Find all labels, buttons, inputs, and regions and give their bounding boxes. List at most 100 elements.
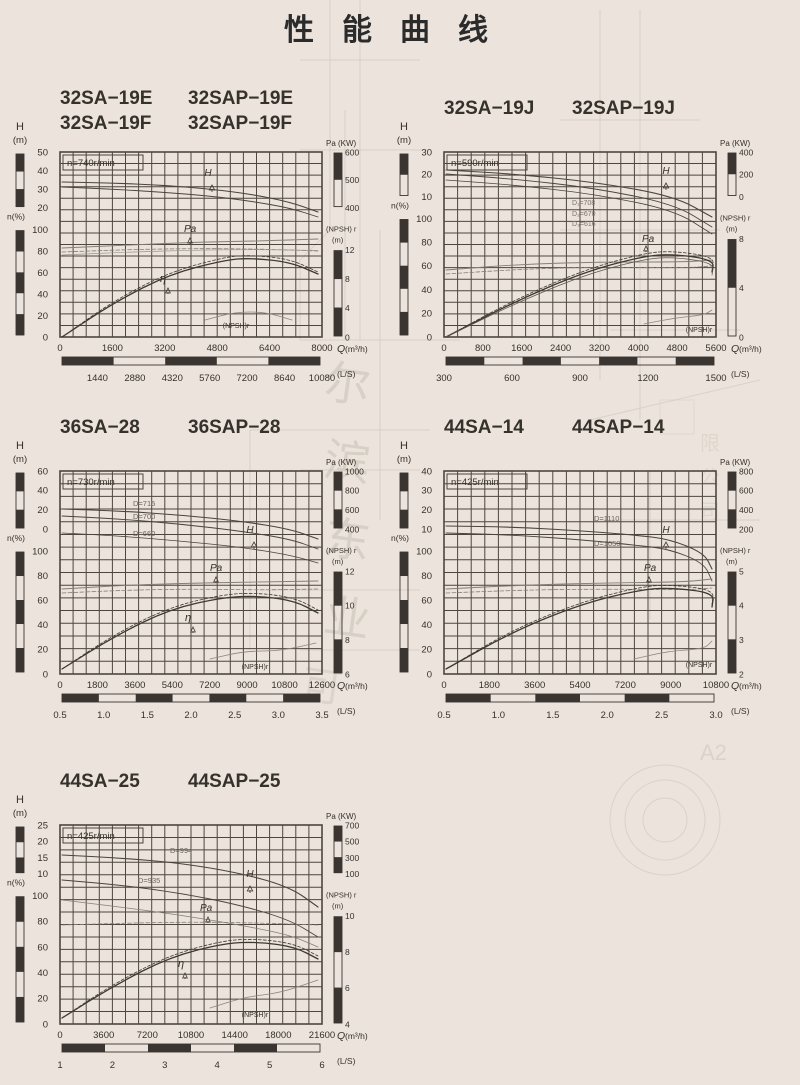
svg-text:20: 20 <box>421 505 432 516</box>
svg-text:4000: 4000 <box>628 343 649 354</box>
svg-text:0: 0 <box>427 669 432 680</box>
svg-text:1000: 1000 <box>345 466 364 476</box>
svg-text:14400: 14400 <box>221 1030 247 1041</box>
svg-text:1: 1 <box>57 1060 62 1071</box>
svg-text:20: 20 <box>421 170 432 181</box>
svg-text:1500: 1500 <box>705 373 726 384</box>
svg-text:12: 12 <box>345 566 355 576</box>
svg-text:8: 8 <box>345 274 350 284</box>
svg-text:300: 300 <box>345 853 359 863</box>
svg-text:Q: Q <box>731 343 739 355</box>
svg-text:100: 100 <box>32 225 48 236</box>
svg-text:H: H <box>662 525 670 536</box>
svg-text:1800: 1800 <box>87 680 108 691</box>
svg-text:40: 40 <box>37 289 48 300</box>
svg-text:10800: 10800 <box>271 680 297 691</box>
svg-text:3.0: 3.0 <box>272 710 285 721</box>
svg-text:0: 0 <box>57 680 62 691</box>
svg-text:D=715: D=715 <box>133 499 155 508</box>
svg-text:36SA−28: 36SA−28 <box>60 417 140 438</box>
svg-text:D=660: D=660 <box>133 529 155 538</box>
svg-text:(m): (m) <box>332 557 344 566</box>
svg-text:100: 100 <box>32 546 48 557</box>
svg-text:H: H <box>16 794 24 806</box>
svg-text:n=425r/min: n=425r/min <box>451 477 499 488</box>
svg-text:40: 40 <box>421 466 432 477</box>
svg-text:Pa: Pa <box>200 903 213 914</box>
svg-text:H: H <box>204 168 212 179</box>
svg-text:80: 80 <box>37 571 48 582</box>
svg-text:H: H <box>400 121 408 133</box>
svg-text:司: 司 <box>700 501 720 523</box>
svg-text:H: H <box>16 121 24 133</box>
svg-text:5: 5 <box>267 1060 272 1071</box>
svg-text:0: 0 <box>43 669 48 680</box>
svg-text:0: 0 <box>57 343 62 354</box>
svg-text:2.5: 2.5 <box>228 710 241 721</box>
svg-text:(m³/h): (m³/h) <box>345 344 368 354</box>
svg-text:8640: 8640 <box>274 373 295 384</box>
svg-text:2: 2 <box>739 669 744 679</box>
svg-text:80: 80 <box>37 917 48 928</box>
svg-text:0: 0 <box>739 332 744 342</box>
svg-text:10800: 10800 <box>703 680 729 691</box>
svg-text:20: 20 <box>421 645 432 656</box>
svg-text:0.5: 0.5 <box>437 710 450 721</box>
svg-text:30: 30 <box>37 184 48 195</box>
svg-text:20: 20 <box>37 994 48 1005</box>
svg-text:n(%): n(%) <box>7 878 25 888</box>
svg-text:η: η <box>185 612 191 624</box>
svg-text:200: 200 <box>739 524 753 534</box>
svg-text:12: 12 <box>345 245 355 255</box>
svg-text:(NPSH) r: (NPSH) r <box>326 891 357 900</box>
svg-text:100: 100 <box>345 869 359 879</box>
svg-text:限: 限 <box>700 432 720 455</box>
svg-text:4: 4 <box>345 1019 350 1029</box>
svg-text:600: 600 <box>345 147 359 157</box>
svg-text:(m): (m) <box>397 454 411 465</box>
svg-text:3: 3 <box>162 1060 167 1071</box>
svg-text:D₂=670: D₂=670 <box>572 211 596 218</box>
svg-text:1.0: 1.0 <box>97 710 110 721</box>
svg-text:(NPSH)r: (NPSH)r <box>686 662 713 669</box>
svg-text:700: 700 <box>345 820 359 830</box>
svg-text:5400: 5400 <box>162 680 183 691</box>
svg-text:800: 800 <box>345 486 359 496</box>
svg-text:3.5: 3.5 <box>315 710 328 721</box>
svg-text:2.0: 2.0 <box>601 710 614 721</box>
svg-text:400: 400 <box>345 203 359 213</box>
svg-text:10: 10 <box>345 601 355 611</box>
svg-text:3200: 3200 <box>589 343 610 354</box>
svg-text:6400: 6400 <box>259 343 280 354</box>
svg-text:3200: 3200 <box>154 343 175 354</box>
svg-text:800: 800 <box>739 466 753 476</box>
svg-text:(L/S): (L/S) <box>731 706 750 716</box>
svg-text:60: 60 <box>37 466 48 477</box>
svg-text:9000: 9000 <box>660 680 681 691</box>
svg-text:7200: 7200 <box>199 680 220 691</box>
svg-text:20: 20 <box>37 505 48 516</box>
svg-text:6: 6 <box>345 669 350 679</box>
svg-text:(m): (m) <box>726 557 738 566</box>
svg-text:9000: 9000 <box>237 680 258 691</box>
svg-text:(NPSH) r: (NPSH) r <box>720 214 751 223</box>
svg-text:32SA−19F: 32SA−19F <box>60 113 151 134</box>
svg-text:60: 60 <box>37 942 48 953</box>
svg-text:400: 400 <box>739 505 753 515</box>
svg-text:10: 10 <box>345 911 355 921</box>
svg-text:1.5: 1.5 <box>141 710 154 721</box>
svg-text:Pa: Pa <box>184 224 197 235</box>
svg-text:(NPSH) r: (NPSH) r <box>326 225 357 234</box>
svg-text:0: 0 <box>427 332 432 343</box>
svg-text:7200: 7200 <box>137 1030 158 1041</box>
svg-text:(L/S): (L/S) <box>337 369 356 379</box>
svg-text:n=730r/min: n=730r/min <box>67 477 115 488</box>
svg-text:0: 0 <box>43 332 48 343</box>
svg-text:32SA−19J: 32SA−19J <box>444 98 534 119</box>
svg-text:100: 100 <box>416 546 432 557</box>
svg-text:32SAP−19J: 32SAP−19J <box>572 98 675 119</box>
svg-text:东: 东 <box>321 511 374 569</box>
svg-text:0: 0 <box>57 1030 62 1041</box>
svg-text:300: 300 <box>436 373 452 384</box>
svg-text:100: 100 <box>32 891 48 902</box>
